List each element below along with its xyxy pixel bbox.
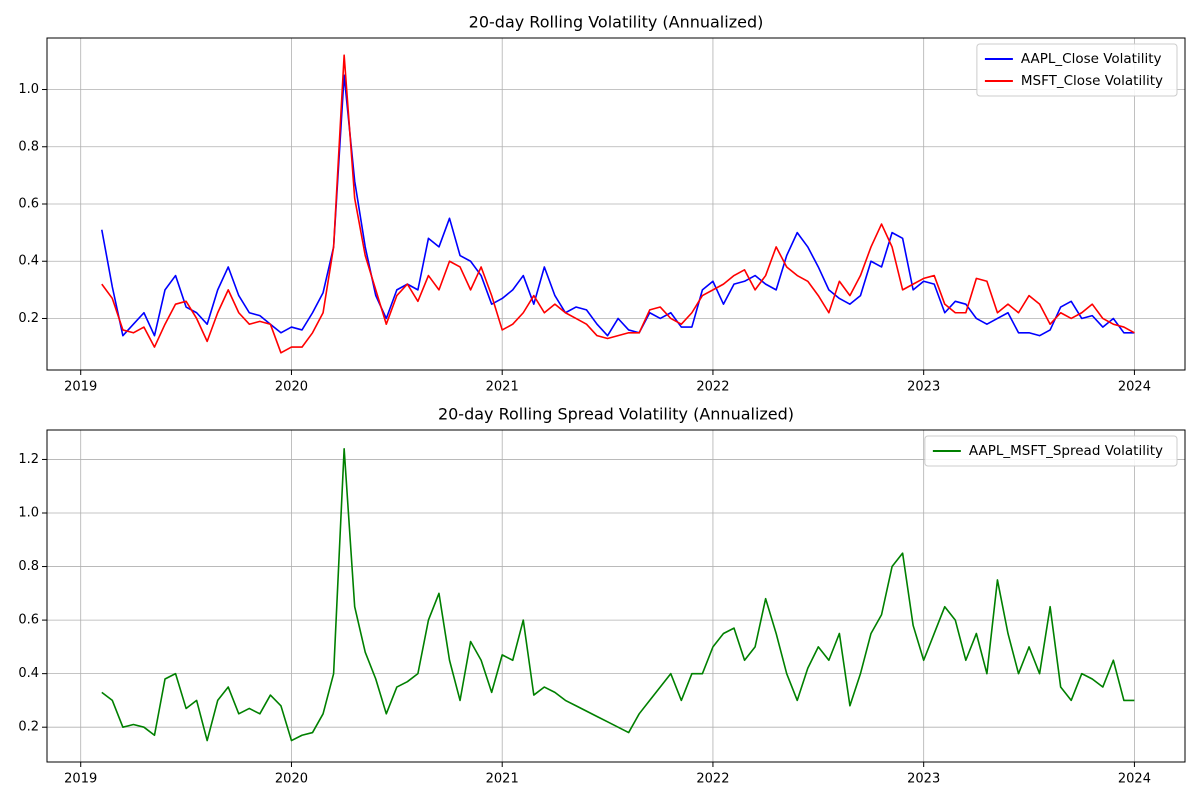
x-tick-label: 2021 xyxy=(486,772,519,787)
x-tick-label: 2019 xyxy=(64,380,97,395)
legend-label: AAPL_MSFT_Spread Volatility xyxy=(969,443,1163,459)
x-tick-label: 2024 xyxy=(1118,772,1151,787)
y-tick-label: 0.6 xyxy=(18,613,39,628)
legend: AAPL_MSFT_Spread Volatility xyxy=(924,435,1178,467)
y-tick-label: 0.2 xyxy=(18,720,39,735)
chart-title: 20-day Rolling Spread Volatility (Annual… xyxy=(438,405,794,424)
y-tick-label: 0.4 xyxy=(18,666,39,681)
legend: AAPL_Close Volatility MSFT_Close Volatili… xyxy=(976,43,1178,97)
x-tick-label: 2019 xyxy=(64,772,97,787)
subplot: 20-day Rolling Spread Volatility (Annual… xyxy=(18,405,1186,787)
x-tick-label: 2024 xyxy=(1118,380,1151,395)
x-tick-label: 2020 xyxy=(275,380,308,395)
y-tick-label: 0.4 xyxy=(18,254,39,269)
y-tick-label: 0.8 xyxy=(18,559,39,574)
x-tick-label: 2022 xyxy=(696,772,729,787)
y-tick-label: 1.2 xyxy=(18,452,39,467)
legend-label: AAPL_Close Volatility xyxy=(1021,51,1162,67)
x-tick-label: 2021 xyxy=(486,380,519,395)
series-line xyxy=(101,54,1135,354)
y-tick-label: 0.6 xyxy=(18,197,39,212)
y-tick-label: 0.2 xyxy=(18,311,39,326)
x-tick-label: 2020 xyxy=(275,772,308,787)
y-tick-label: 0.8 xyxy=(18,139,39,154)
x-tick-label: 2023 xyxy=(907,380,940,395)
chart-title: 20-day Rolling Volatility (Annualized) xyxy=(469,13,764,32)
plot-frame xyxy=(46,429,1186,763)
legend-label: MSFT_Close Volatility xyxy=(1021,73,1163,89)
series-line xyxy=(101,447,1135,742)
legend-box xyxy=(976,43,1178,97)
x-tick-label: 2022 xyxy=(696,380,729,395)
y-tick-label: 1.0 xyxy=(18,82,39,97)
plot-frame xyxy=(46,37,1186,371)
subplot: 20-day Rolling Volatility (Annualized) 20… xyxy=(18,13,1186,395)
x-tick-label: 2023 xyxy=(907,772,940,787)
series-line xyxy=(101,74,1135,337)
y-tick-label: 1.0 xyxy=(18,506,39,521)
legend-box xyxy=(924,435,1178,467)
